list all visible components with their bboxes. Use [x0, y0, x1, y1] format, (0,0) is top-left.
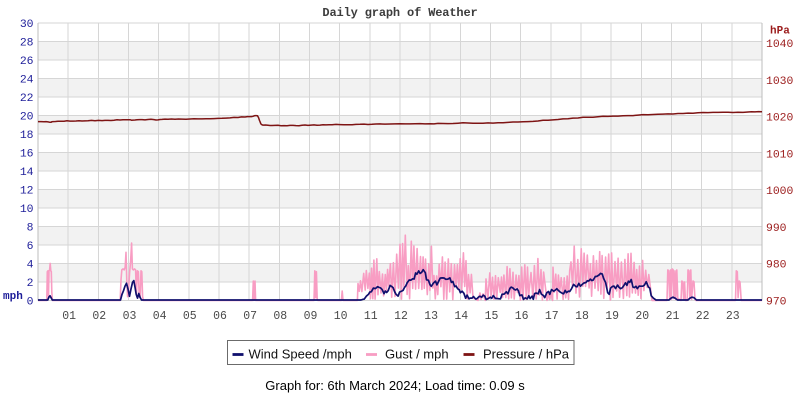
svg-text:Gust / mph: Gust / mph	[385, 347, 449, 362]
svg-text:1030: 1030	[766, 76, 794, 88]
svg-text:20: 20	[20, 112, 34, 124]
svg-text:hPa: hPa	[770, 26, 790, 38]
svg-text:17: 17	[545, 310, 559, 323]
svg-text:mph: mph	[3, 291, 23, 303]
svg-text:19: 19	[605, 310, 619, 323]
svg-text:11: 11	[364, 310, 378, 323]
svg-text:990: 990	[766, 223, 787, 235]
svg-text:14: 14	[20, 167, 34, 179]
svg-text:12: 12	[394, 310, 408, 323]
svg-text:26: 26	[20, 56, 34, 68]
svg-text:1010: 1010	[766, 149, 794, 161]
svg-text:09: 09	[304, 310, 318, 323]
svg-text:0: 0	[27, 297, 34, 309]
svg-text:6: 6	[27, 241, 34, 253]
svg-text:980: 980	[766, 260, 787, 272]
svg-text:10: 10	[20, 204, 34, 216]
svg-text:03: 03	[123, 310, 137, 323]
svg-text:08: 08	[273, 310, 287, 323]
svg-text:1040: 1040	[766, 39, 794, 51]
svg-text:4: 4	[27, 260, 34, 272]
svg-text:22: 22	[696, 310, 710, 323]
svg-text:16: 16	[20, 149, 34, 161]
svg-text:13: 13	[424, 310, 438, 323]
svg-text:22: 22	[20, 93, 34, 105]
svg-text:20: 20	[635, 310, 649, 323]
svg-text:12: 12	[20, 186, 34, 198]
svg-text:15: 15	[485, 310, 499, 323]
svg-text:18: 18	[20, 130, 34, 142]
svg-text:02: 02	[92, 310, 106, 323]
svg-text:14: 14	[454, 310, 468, 323]
svg-text:23: 23	[726, 310, 740, 323]
svg-text:Graph for: 6th March 2024; Loa: Graph for: 6th March 2024; Load time: 0.…	[265, 378, 525, 393]
svg-text:Daily graph of Weather: Daily graph of Weather	[322, 6, 477, 20]
svg-text:970: 970	[766, 297, 787, 309]
svg-text:Wind Speed /mph: Wind Speed /mph	[249, 347, 352, 362]
svg-text:04: 04	[153, 310, 167, 323]
svg-text:21: 21	[666, 310, 680, 323]
svg-text:24: 24	[20, 75, 34, 87]
svg-text:05: 05	[183, 310, 197, 323]
svg-text:06: 06	[213, 310, 227, 323]
svg-text:16: 16	[515, 310, 529, 323]
svg-text:2: 2	[27, 278, 34, 290]
svg-text:1020: 1020	[766, 113, 794, 125]
svg-text:Pressure / hPa: Pressure / hPa	[483, 347, 570, 362]
svg-text:01: 01	[62, 310, 76, 323]
svg-text:8: 8	[27, 223, 34, 235]
svg-text:30: 30	[20, 19, 34, 31]
svg-text:07: 07	[243, 310, 257, 323]
svg-text:18: 18	[575, 310, 589, 323]
svg-text:10: 10	[334, 310, 348, 323]
svg-text:1000: 1000	[766, 186, 794, 198]
svg-text:28: 28	[20, 38, 34, 50]
